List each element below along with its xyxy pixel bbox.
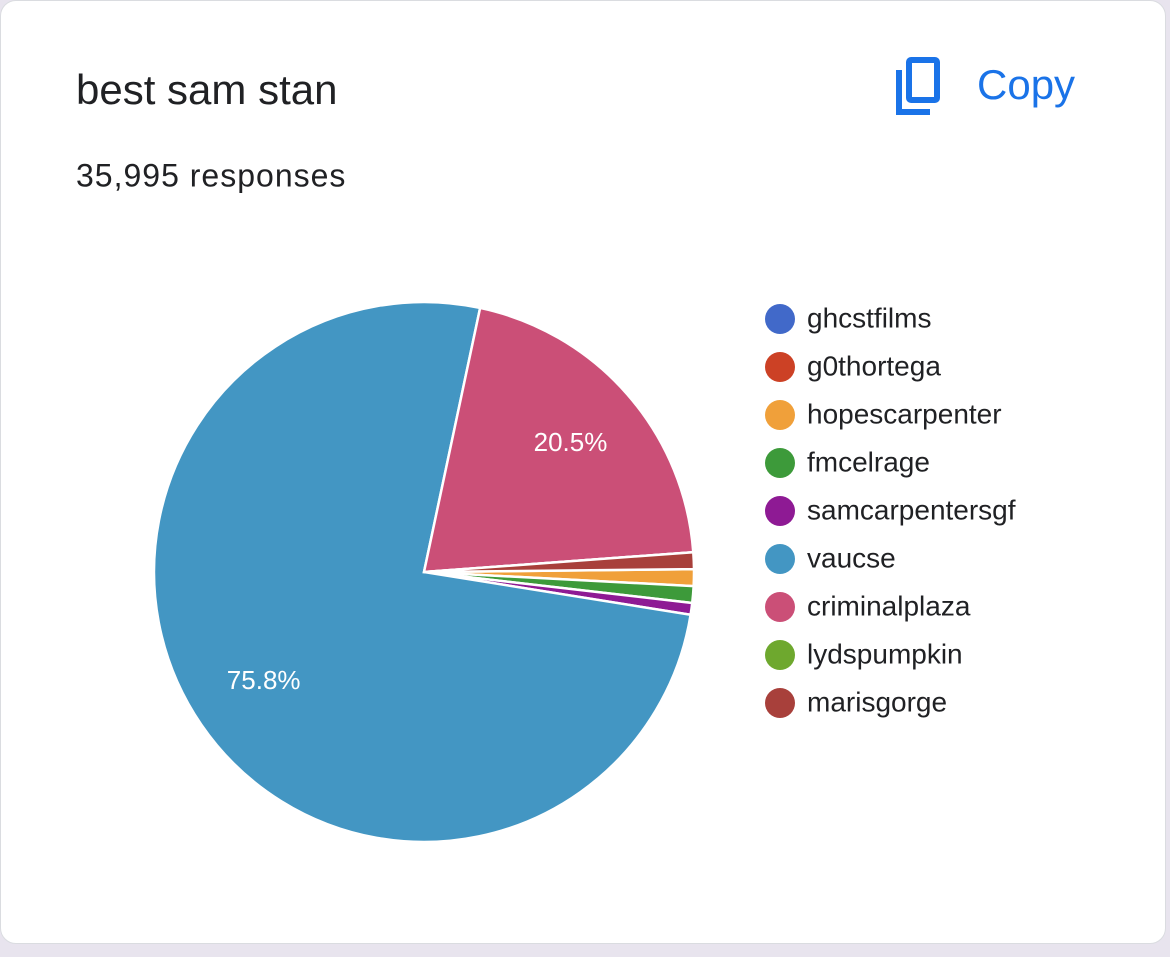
legend-label: hopescarpenter bbox=[807, 398, 1002, 429]
copy-label[interactable]: Copy bbox=[977, 61, 1075, 108]
legend-label: vaucse bbox=[807, 542, 896, 573]
slice-label: 75.8% bbox=[227, 665, 301, 695]
chart-subtitle: 35,995 responses bbox=[76, 157, 346, 193]
legend-marker bbox=[765, 400, 795, 430]
legend-marker bbox=[765, 640, 795, 670]
pie-slice bbox=[422, 306, 695, 574]
legend-marker bbox=[765, 496, 795, 526]
legend-marker bbox=[765, 304, 795, 334]
legend-label: g0thortega bbox=[807, 350, 941, 381]
legend-marker bbox=[765, 352, 795, 382]
copy-icon bbox=[896, 70, 930, 115]
legend-marker bbox=[765, 688, 795, 718]
legend-marker bbox=[765, 544, 795, 574]
legend-label: criminalplaza bbox=[807, 590, 971, 621]
copy-button[interactable]: Copy bbox=[896, 57, 1075, 115]
legend-label: fmcelrage bbox=[807, 446, 930, 477]
pie-slice bbox=[423, 550, 696, 574]
legend-marker bbox=[765, 448, 795, 478]
slice-label: 20.5% bbox=[534, 427, 608, 457]
legend-label: samcarpentersgf bbox=[807, 494, 1016, 525]
legend-marker bbox=[765, 592, 795, 622]
pie-slice bbox=[152, 300, 693, 844]
legend-label: lydspumpkin bbox=[807, 638, 963, 669]
chart-title: best sam stan bbox=[76, 66, 337, 113]
copy-icon bbox=[906, 57, 940, 103]
legend-label: ghcstfilms bbox=[807, 302, 931, 333]
legend-label: marisgorge bbox=[807, 686, 947, 717]
